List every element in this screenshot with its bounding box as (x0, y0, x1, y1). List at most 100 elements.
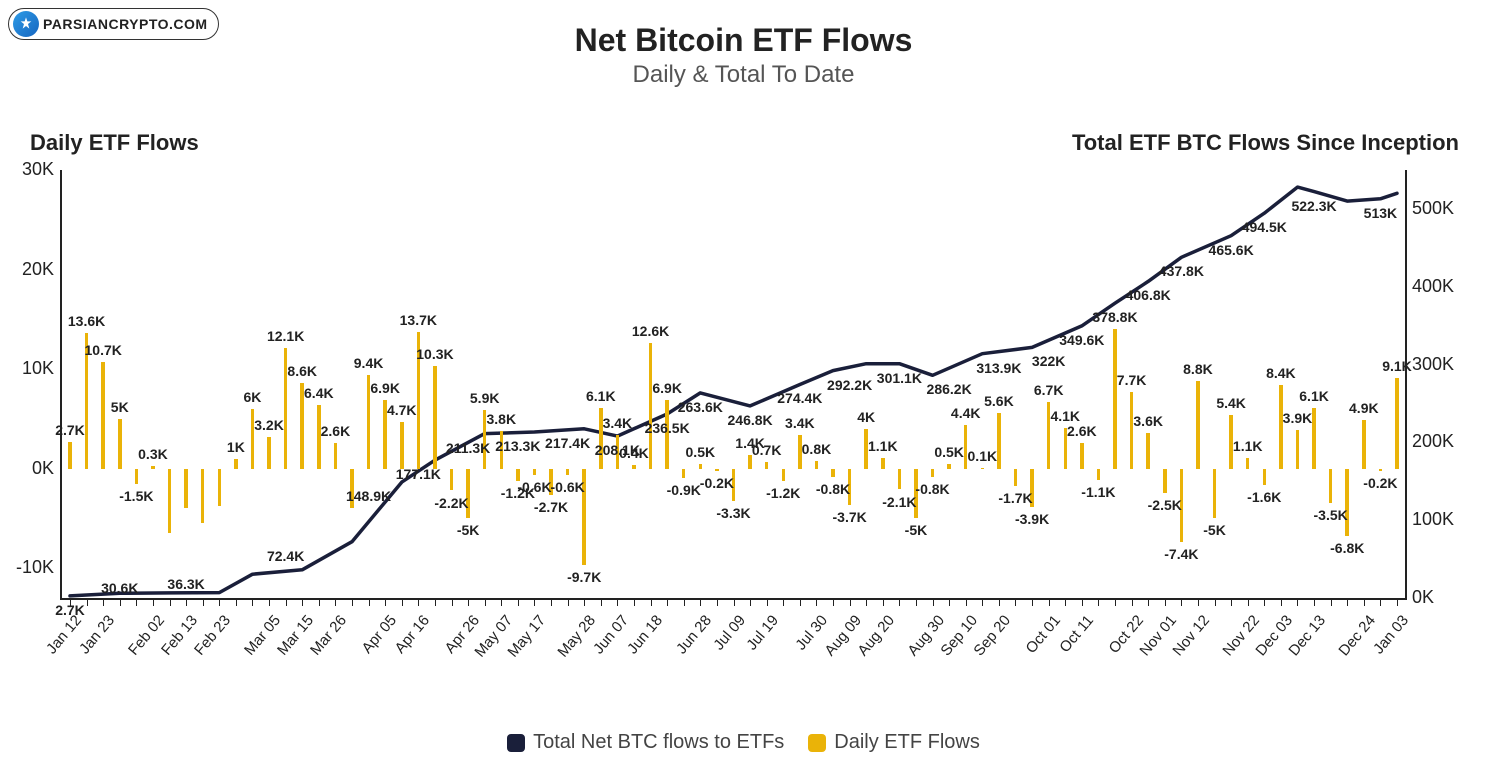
daily-flow-bar (334, 443, 338, 469)
daily-flow-bar (1345, 469, 1349, 537)
xtick-mark (816, 598, 817, 606)
legend-item-bar: Daily ETF Flows (808, 731, 980, 754)
xtick-mark (186, 598, 187, 606)
daily-flow-bar (997, 413, 1001, 469)
xtick-mark (601, 598, 602, 606)
daily-flow-bar (284, 348, 288, 468)
daily-flow-bar (201, 469, 205, 524)
daily-flow-bar (898, 469, 902, 490)
daily-flow-bar (831, 469, 835, 477)
xtick-mark (534, 598, 535, 606)
legend-label-line: Total Net BTC flows to ETFs (533, 731, 784, 754)
daily-flow-bar (400, 422, 404, 469)
xtick-mark (883, 598, 884, 606)
daily-flow-bar (864, 429, 868, 469)
xtick-mark (369, 598, 370, 606)
daily-flow-bar (168, 469, 172, 534)
daily-flow-bar (649, 343, 653, 468)
xtick-mark (1314, 598, 1315, 606)
xtick-label: Oct 11 (1056, 612, 1097, 656)
daily-flow-bar (1196, 381, 1200, 469)
daily-flow-bar (300, 383, 304, 469)
daily-flow-bar (417, 332, 421, 468)
xtick-mark (302, 598, 303, 606)
xtick-mark (1364, 598, 1365, 606)
xtick-mark (700, 598, 701, 606)
daily-flow-bar (881, 458, 885, 469)
daily-flow-bar (914, 469, 918, 519)
left-axis-title: Daily ETF Flows (30, 130, 199, 156)
ytick-right: 200K (1412, 431, 1467, 452)
right-axis-title: Total ETF BTC Flows Since Inception (1072, 130, 1459, 156)
daily-flow-bar (500, 431, 504, 469)
ytick-right: 100K (1412, 509, 1467, 530)
daily-flow-bar (350, 469, 354, 509)
daily-flow-bar (433, 366, 437, 469)
xtick-mark (850, 598, 851, 606)
xtick-label: Jun 18 (624, 612, 666, 657)
xtick-mark (435, 598, 436, 606)
daily-flow-bar (135, 469, 139, 484)
daily-flow-bar (815, 461, 819, 469)
daily-flow-bar (732, 469, 736, 502)
xtick-mark (634, 598, 635, 606)
xtick-mark (1248, 598, 1249, 606)
xtick-label: Jul 09 (710, 612, 749, 654)
xtick-mark (767, 598, 768, 606)
parsiancrypto-logo-icon (13, 11, 39, 37)
daily-flow-bar (682, 469, 686, 478)
daily-flow-bar (582, 469, 586, 566)
xtick-mark (1231, 598, 1232, 606)
daily-flow-bar (699, 464, 703, 469)
daily-flow-bar (251, 409, 255, 469)
ytick-right: 0K (1412, 587, 1467, 608)
xtick-mark (750, 598, 751, 606)
daily-flow-bar (665, 400, 669, 469)
daily-flow-bar (632, 465, 636, 469)
xtick-label: May 28 (555, 612, 600, 661)
daily-flow-bar (234, 459, 238, 469)
daily-flow-bar (1213, 469, 1217, 519)
xtick-mark (485, 598, 486, 606)
ytick-right: 500K (1412, 198, 1467, 219)
daily-flow-bar (765, 462, 769, 469)
xtick-label: Jan 23 (76, 612, 118, 657)
daily-flow-bar (1362, 420, 1366, 469)
daily-flow-bar (1047, 402, 1051, 469)
xtick-mark (1065, 598, 1066, 606)
xtick-mark (617, 598, 618, 606)
daily-flow-bar (466, 469, 470, 519)
xtick-mark (352, 598, 353, 606)
daily-flow-bar (1312, 408, 1316, 469)
xtick-mark (899, 598, 900, 606)
daily-flow-bar (267, 437, 271, 469)
xtick-mark (800, 598, 801, 606)
xtick-mark (87, 598, 88, 606)
xtick-mark (1082, 598, 1083, 606)
xtick-mark (452, 598, 453, 606)
xtick-mark (1115, 598, 1116, 606)
ytick-left: 20K (10, 259, 54, 280)
daily-flow-bar (931, 469, 935, 477)
daily-flow-bar (516, 469, 520, 481)
xtick-mark (949, 598, 950, 606)
xtick-label: Apr 05 (359, 612, 400, 657)
daily-flow-bar (964, 425, 968, 469)
xtick-mark (783, 598, 784, 606)
daily-flow-bar (1146, 433, 1150, 469)
daily-flow-bar (798, 435, 802, 469)
daily-flow-bar (1014, 469, 1018, 486)
daily-flow-bar (1163, 469, 1167, 494)
daily-flow-bar (616, 435, 620, 469)
xtick-mark (866, 598, 867, 606)
legend-label-bar: Daily ETF Flows (834, 731, 980, 754)
xtick-mark (1281, 598, 1282, 606)
xtick-mark (335, 598, 336, 606)
xtick-mark (170, 598, 171, 606)
daily-flow-bar (566, 469, 570, 475)
daily-flow-bar (1064, 428, 1068, 469)
daily-flow-bar (317, 405, 321, 469)
chart-subtitle: Daily & Total To Date (0, 61, 1487, 89)
cumulative-line-svg (62, 170, 1405, 598)
xtick-mark (1148, 598, 1149, 606)
